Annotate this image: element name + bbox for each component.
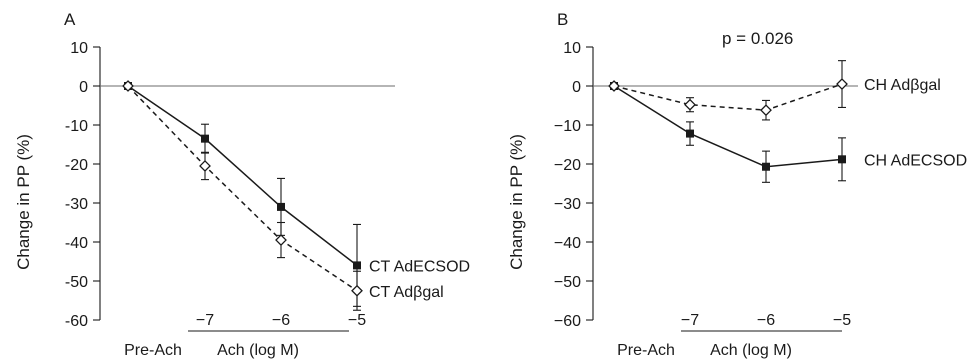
series-line xyxy=(613,85,843,168)
x-axis-ticks: −7 −6 −5 xyxy=(681,312,851,329)
panel-letter: B xyxy=(557,10,568,29)
y-tick-label: −60 xyxy=(554,313,581,330)
y-tick-label: -30 xyxy=(65,196,88,213)
series-solid: CT AdECSOD xyxy=(124,82,470,307)
series-dashed: CT Adβgal xyxy=(122,80,444,311)
data-point xyxy=(608,80,620,92)
panel-a: A Change in PP (%) Pre-Ach Ach (log M) 1… xyxy=(14,10,470,359)
series-dashed: CH Adβgal xyxy=(608,60,941,121)
x-tick-label: −7 xyxy=(196,312,214,329)
y-tick-label: −50 xyxy=(554,274,581,291)
x-category-label: Pre-Ach xyxy=(617,342,675,359)
x-tick-label: −7 xyxy=(681,312,699,329)
x-axis-ticks: −7 −6 −5 xyxy=(196,312,366,329)
data-point xyxy=(836,78,848,90)
y-tick-label: -50 xyxy=(65,274,88,291)
x-tick-label: −6 xyxy=(757,312,775,329)
x-tick-label: −5 xyxy=(348,312,366,329)
x-axis-label: Ach (log M) xyxy=(710,342,792,359)
y-axis-label: Change in PP (%) xyxy=(14,134,33,270)
y-tick-label: -10 xyxy=(65,118,88,135)
series-label: CH AdECSOD xyxy=(864,152,967,169)
x-axis-label: Ach (log M) xyxy=(217,342,299,359)
y-tick-label: 10 xyxy=(70,40,88,57)
series-label: CT AdECSOD xyxy=(369,258,470,275)
y-axis-ticks: 10 0 −10 −20 −30 −40 −50 −60 xyxy=(554,40,593,330)
data-point xyxy=(838,155,846,164)
data-point xyxy=(686,129,694,138)
data-point xyxy=(762,162,770,171)
x-tick-label: −6 xyxy=(272,312,290,329)
y-tick-label: 0 xyxy=(572,79,581,96)
data-point xyxy=(201,134,209,143)
y-tick-label: −30 xyxy=(554,196,581,213)
y-tick-label: 10 xyxy=(563,40,581,57)
data-point xyxy=(353,261,361,270)
y-tick-label: −40 xyxy=(554,235,581,252)
y-tick-label: 0 xyxy=(79,79,88,96)
data-point xyxy=(199,160,211,172)
data-point xyxy=(122,80,134,92)
series-label: CH Adβgal xyxy=(864,77,941,94)
series-line xyxy=(127,85,358,292)
y-tick-label: -20 xyxy=(65,157,88,174)
p-value-annotation: p = 0.026 xyxy=(722,29,793,48)
series-line xyxy=(613,83,843,111)
series-line xyxy=(127,85,358,266)
data-point xyxy=(351,284,363,297)
x-category-label: Pre-Ach xyxy=(124,342,182,359)
y-tick-label: −10 xyxy=(554,118,581,135)
plot-area: CH AdECSOD CH Adβgal xyxy=(608,60,967,183)
y-tick-label: -60 xyxy=(65,313,88,330)
y-tick-label: −20 xyxy=(554,157,581,174)
y-axis-label: Change in PP (%) xyxy=(507,134,526,270)
plot-area: CT AdECSOD CT Adβgal xyxy=(122,80,470,311)
data-point xyxy=(760,104,772,117)
y-axis-ticks: 10 0 -10 -20 -30 -40 -50 -60 xyxy=(65,40,100,330)
series-label: CT Adβgal xyxy=(369,284,444,301)
x-tick-label: −5 xyxy=(833,312,851,329)
series-solid: CH AdECSOD xyxy=(610,82,967,183)
data-point xyxy=(684,98,696,111)
panel-letter: A xyxy=(64,10,76,29)
y-tick-label: -40 xyxy=(65,235,88,252)
data-point xyxy=(277,202,285,211)
data-point xyxy=(275,234,287,246)
panel-b: B Change in PP (%) Pre-Ach Ach (log M) 1… xyxy=(507,10,967,359)
